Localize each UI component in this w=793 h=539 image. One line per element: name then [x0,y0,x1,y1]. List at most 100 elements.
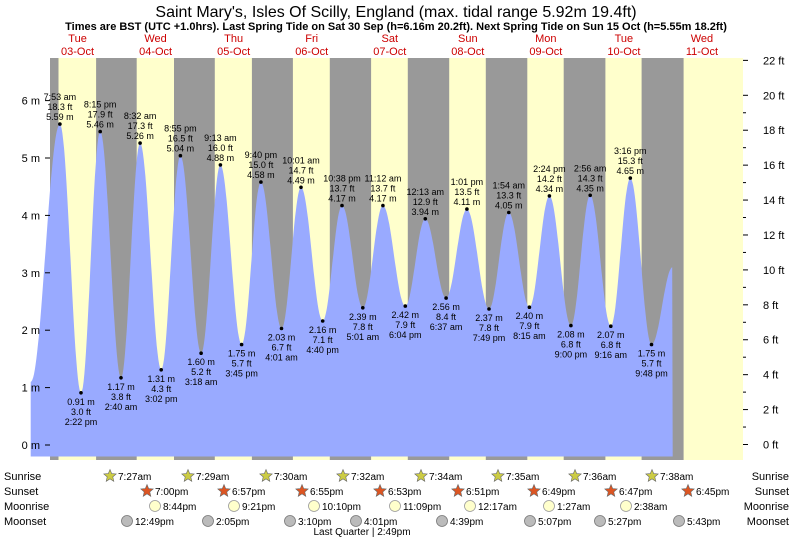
moonrise-time: 1:27am [557,502,590,513]
tide-time-label: 8:32 am [124,111,157,121]
row-label-left-moonset: Moonset [4,516,46,528]
sunrise-star-icon [414,468,428,482]
tide-meters-label: 4.34 m [536,184,564,194]
day-name-label: Mon [535,33,556,45]
left-tick-label: 5 m [22,153,40,165]
tide-meters-label: 5.04 m [167,144,195,154]
tide-feet-label: 7.8 ft [353,322,374,332]
tide-feet-label: 5.2 ft [191,367,212,377]
day-date-label: 07-Oct [373,46,406,58]
left-tick-label: 1 m [22,383,40,395]
tide-meters-label: 4.05 m [495,201,523,211]
daylight-band [683,58,743,460]
tide-feet-label: 7.8 ft [479,323,500,333]
day-date-label: 10-Oct [607,46,640,58]
chart-subtitle: Times are BST (UTC +1.0hrs). Last Spring… [65,21,727,33]
right-tick-label: 6 ft [763,335,778,347]
sunset-time: 6:57pm [232,487,265,498]
tide-point [403,304,408,308]
tide-point [119,376,123,380]
tide-meters-label: 3.94 m [411,207,439,217]
tide-point [649,342,654,347]
day-name-label: Sun [458,33,478,45]
tide-feet-label: 13.7 ft [330,184,356,194]
tide-point [361,306,365,310]
sunset-star-icon [217,483,231,497]
sunset-time: 6:47pm [619,487,652,498]
day-name-label: Tue [68,33,87,45]
tide-meters-label: 4.17 m [328,194,356,204]
moonset-icon [350,515,362,527]
tide-time-label: 2:40 am [105,402,138,412]
moonset-time: 3:10pm [298,517,331,528]
tide-feet-label: 14.3 ft [578,173,604,183]
sunset-star-icon [140,483,154,497]
tide-time-label: 8:15 pm [84,100,117,110]
tide-meters-label: 4.11 m [453,197,480,207]
tide-time-label: 3:45 pm [225,369,258,379]
tide-meters-label: 4.49 m [287,175,315,185]
tide-meters-label: 1.17 m [107,382,135,392]
tide-meters-label: 2.40 m [516,311,544,321]
tide-meters-label: 0.91 m [67,397,95,407]
tide-feet-label: 7.9 ft [395,320,416,330]
tide-feet-label: 13.7 ft [370,184,396,194]
tide-meters-label: 2.03 m [268,332,296,342]
tide-time-label: 10:38 pm [323,174,361,184]
sunset-star-icon [295,483,309,497]
tide-feet-label: 4.3 ft [151,384,172,394]
moonrise-time: 12:17am [478,502,517,513]
left-tick-label: 3 m [22,268,40,280]
chart-title: Saint Mary's, Isles Of Scilly, England (… [155,4,636,21]
tide-feet-label: 14.2 ft [537,174,563,184]
tide-meters-label: 1.60 m [187,357,215,367]
sunset-star-icon [681,483,695,497]
moonrise-time: 8:44pm [163,502,196,513]
tide-meters-label: 2.16 m [309,325,337,335]
moonrise-time: 9:21pm [242,502,275,513]
sunrise-time: 7:30am [274,472,307,483]
moonset-icon [436,515,448,527]
tide-meters-label: 5.59 m [46,112,74,122]
moonset-time: 4:01pm [364,517,397,528]
tide-point [527,305,532,310]
sunrise-time: 7:29am [196,472,229,483]
tide-time-label: 12:13 am [406,187,444,197]
tide-feet-label: 6.8 ft [561,340,582,350]
tide-time-label: 7:49 pm [473,333,506,343]
tide-time-label: 2:56 am [574,163,607,173]
tide-point [423,217,428,221]
moonset-icon [121,515,133,527]
tide-time-label: 10:01 am [282,155,320,165]
tide-time-label: 11:12 am [364,174,401,184]
tide-feet-label: 3.0 ft [71,407,92,417]
tide-time-label: 4:40 pm [306,345,339,355]
tide-point [628,176,633,180]
moonrise-time: 10:10pm [322,502,361,513]
tide-point [159,368,163,372]
left-tick-label: 0 m [22,440,40,452]
tide-meters-label: 4.17 m [369,194,397,204]
moonset-icon [524,515,536,527]
right-tick-label: 4 ft [763,370,778,382]
tide-point [507,210,511,215]
day-name-label: Fri [305,33,318,45]
tide-time-label: 8:15 am [513,331,546,341]
tide-meters-label: 2.08 m [557,330,585,340]
tide-feet-label: 13.5 ft [454,187,480,197]
left-tick-label: 4 m [22,210,40,222]
moonrise-time: 2:38am [634,502,667,513]
moonrise-icon [620,500,632,512]
tide-meters-label: 2.42 m [391,310,419,320]
tide-point [79,391,83,395]
right-tick-label: 16 ft [763,160,784,172]
day-date-label: 03-Oct [61,46,94,58]
moonset-icon [594,515,606,527]
tide-time-label: 5:01 am [347,332,380,342]
day-date-label: 06-Oct [295,46,328,58]
row-label-left-moonrise: Moonrise [4,501,49,513]
tide-meters-label: 4.88 m [207,153,235,163]
tide-time-label: 3:16 pm [614,146,647,156]
sunrise-star-icon [568,468,582,482]
